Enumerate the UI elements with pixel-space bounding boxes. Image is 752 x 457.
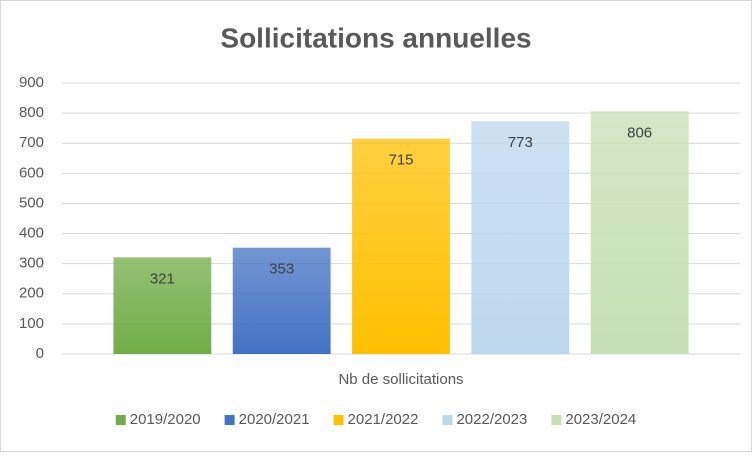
- legend-marker: [442, 415, 453, 425]
- data-label: 715: [388, 152, 413, 169]
- legend-label: 2023/2024: [565, 411, 636, 428]
- y-tick-label: 200: [19, 285, 44, 302]
- y-tick-label: 800: [19, 104, 44, 121]
- legend-marker: [551, 415, 562, 425]
- data-label: 806: [627, 124, 652, 141]
- y-tick-label: 700: [19, 134, 44, 151]
- data-label: 321: [150, 270, 175, 287]
- legend-label: 2020/2021: [239, 411, 310, 428]
- y-tick-label: 600: [19, 164, 44, 181]
- bar: [232, 247, 331, 354]
- y-tick-label: 900: [19, 74, 44, 91]
- y-tick-label: 400: [19, 225, 44, 242]
- y-tick-label: 100: [19, 315, 44, 332]
- chart-title: Sollicitations annuelles: [220, 22, 531, 53]
- data-label: 353: [269, 261, 294, 278]
- bar: [471, 121, 570, 354]
- legend-label: 2022/2023: [456, 411, 527, 428]
- bar: [590, 111, 689, 354]
- legend-marker: [333, 415, 344, 425]
- y-tick-label: 300: [19, 255, 44, 272]
- bar: [113, 257, 212, 354]
- bar: [352, 138, 450, 354]
- legend-marker: [224, 415, 235, 425]
- y-tick-label: 0: [36, 345, 44, 362]
- data-label: 773: [508, 134, 533, 151]
- legend-marker: [115, 415, 126, 425]
- legend-label: 2019/2020: [130, 411, 201, 428]
- y-tick-label: 500: [19, 194, 44, 211]
- legend-label: 2021/2022: [348, 411, 419, 428]
- x-tick-label: Nb de sollicitations: [338, 371, 463, 388]
